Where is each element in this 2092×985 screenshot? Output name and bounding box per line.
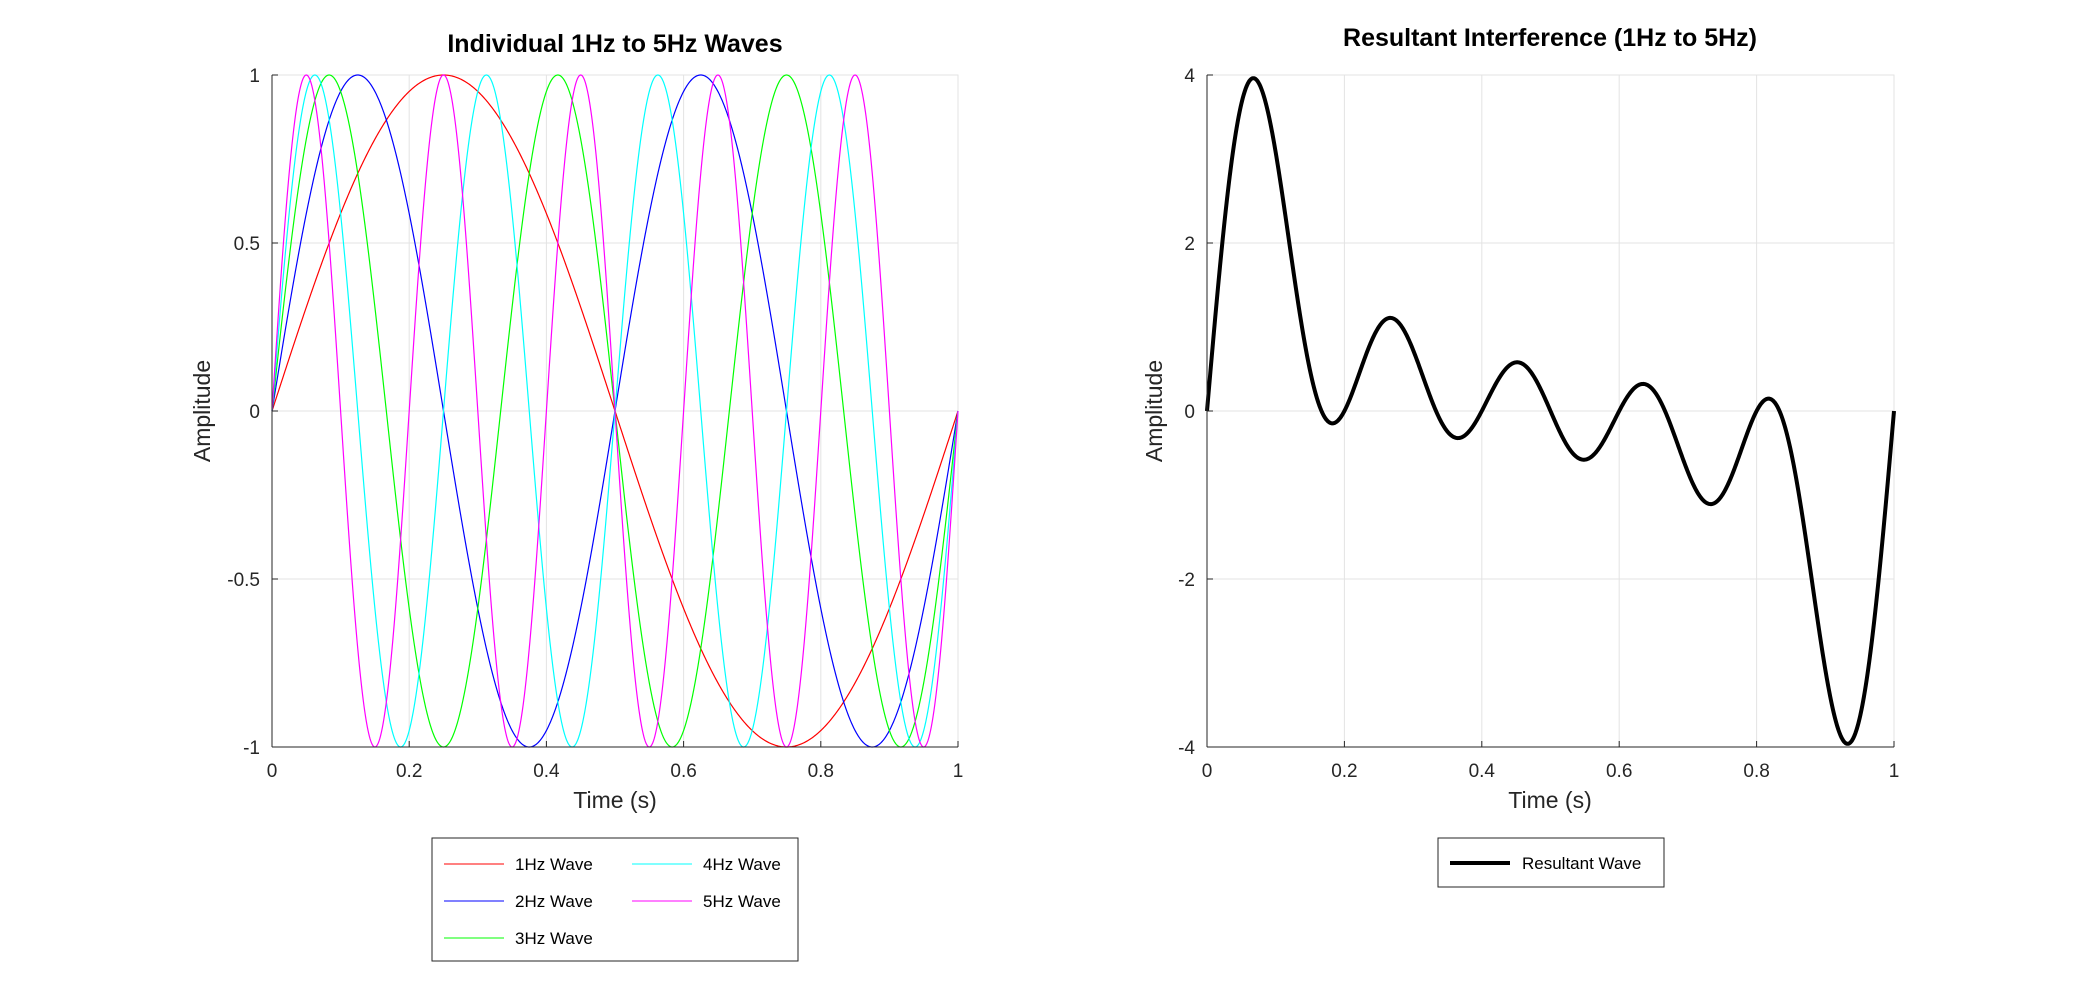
y-tick-label: 0 <box>1184 402 1195 423</box>
y-tick-label: 2 <box>1184 234 1195 255</box>
x-axis-label: Time (s) <box>573 787 656 813</box>
x-tick-label: 0 <box>1202 761 1213 782</box>
y-tick-label: -1 <box>243 738 260 759</box>
y-tick-label: 1 <box>249 66 260 87</box>
x-axis-label: Time (s) <box>1508 787 1591 813</box>
x-tick-label: 0.2 <box>396 761 422 782</box>
x-tick-label: 0 <box>267 761 278 782</box>
y-tick-label: -4 <box>1178 738 1195 759</box>
individual-waves-chart: Individual 1Hz to 5Hz Waves Time (s) Amp… <box>189 30 964 962</box>
x-tick-label: 0.2 <box>1331 761 1357 782</box>
series-line-5hz-wave <box>271 74 959 748</box>
chart-title: Resultant Interference (1Hz to 5Hz) <box>1343 24 1757 52</box>
x-tick-label: 1 <box>953 761 964 782</box>
resultant-wave-chart: Resultant Interference (1Hz to 5Hz) Time… <box>1141 24 1900 888</box>
chart-title: Individual 1Hz to 5Hz Waves <box>447 30 782 58</box>
legend-label-2hz: 2Hz Wave <box>515 892 593 911</box>
y-tick-label: 0 <box>249 402 260 423</box>
y-tick-label: 4 <box>1184 66 1195 87</box>
y-axis-label: Amplitude <box>189 360 215 462</box>
y-tick-label: -0.5 <box>227 570 260 591</box>
legend: Resultant Wave <box>1437 837 1665 888</box>
legend-label-4hz: 4Hz Wave <box>703 855 781 874</box>
x-tick-label: 1 <box>1889 761 1900 782</box>
x-tick-label: 0.4 <box>1469 761 1496 782</box>
x-tick-label: 0.8 <box>808 761 834 782</box>
series-line-resultant-wave <box>1205 76 1896 746</box>
y-axis-label: Amplitude <box>1141 360 1167 462</box>
x-tick-label: 0.6 <box>670 761 696 782</box>
y-tick-label: -2 <box>1178 570 1195 591</box>
legend-label-1hz: 1Hz Wave <box>515 855 593 874</box>
legend-label-5hz: 5Hz Wave <box>703 892 781 911</box>
y-tick-label: 0.5 <box>234 234 260 255</box>
legend-label-3hz: 3Hz Wave <box>515 929 593 948</box>
x-tick-label: 0.6 <box>1606 761 1632 782</box>
x-tick-label: 0.4 <box>533 761 560 782</box>
x-tick-label: 0.8 <box>1743 761 1769 782</box>
legend-label-resultant: Resultant Wave <box>1522 854 1641 873</box>
legend: 1Hz Wave 2Hz Wave 3Hz Wave 4Hz Wave 5Hz … <box>431 837 799 962</box>
